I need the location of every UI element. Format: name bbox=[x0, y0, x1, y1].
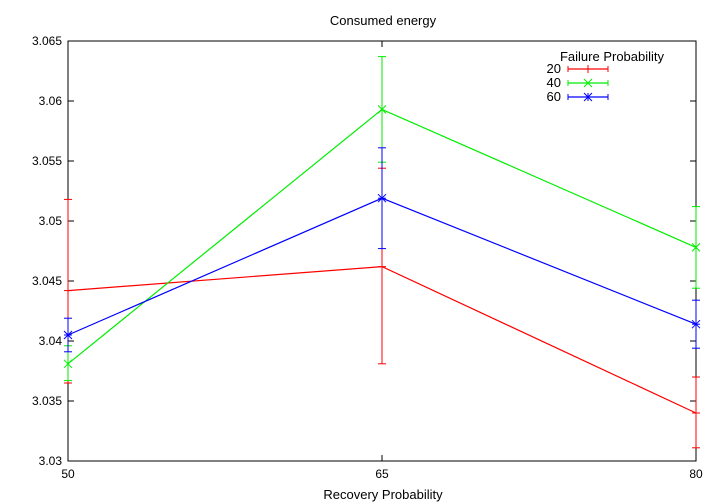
y-tick-label: 3.055 bbox=[32, 154, 62, 168]
x-tick-label: 65 bbox=[375, 467, 389, 481]
data-point bbox=[63, 359, 73, 369]
legend-label: 60 bbox=[547, 89, 561, 104]
data-point bbox=[378, 262, 386, 271]
y-tick-label: 3.065 bbox=[32, 34, 62, 48]
legend-label: 40 bbox=[547, 75, 561, 90]
y-tick-label: 3.06 bbox=[39, 94, 63, 108]
y-axis: 3.03 3.035 3.04 3.045 3.05 3.055 3.06 3.065 bbox=[32, 34, 696, 468]
x-tick-label: 80 bbox=[689, 467, 703, 481]
data-point bbox=[691, 243, 701, 252]
y-tick-label: 3.035 bbox=[32, 394, 62, 408]
data-point bbox=[64, 286, 72, 295]
legend-marker bbox=[583, 92, 593, 102]
y-tick-label: 3.03 bbox=[39, 454, 63, 468]
data-point bbox=[63, 330, 73, 340]
legend-marker bbox=[584, 65, 592, 73]
legend-label: 20 bbox=[547, 61, 561, 76]
y-tick-label: 3.04 bbox=[39, 334, 63, 348]
x-axis: 50 65 80 bbox=[61, 41, 703, 481]
data-point bbox=[692, 409, 700, 417]
legend-title: Failure Probability bbox=[560, 49, 665, 64]
y-tick-label: 3.045 bbox=[32, 274, 62, 288]
data-point bbox=[377, 105, 387, 114]
data-point bbox=[691, 319, 701, 329]
legend-marker bbox=[583, 78, 593, 88]
series-60 bbox=[63, 147, 701, 353]
data-point bbox=[377, 193, 387, 203]
x-axis-label: Recovery Probability bbox=[323, 487, 443, 502]
x-tick-label: 50 bbox=[61, 467, 75, 481]
chart-title: Consumed energy bbox=[330, 13, 437, 28]
series-layer bbox=[63, 56, 701, 449]
y-tick-label: 3.05 bbox=[39, 214, 63, 228]
